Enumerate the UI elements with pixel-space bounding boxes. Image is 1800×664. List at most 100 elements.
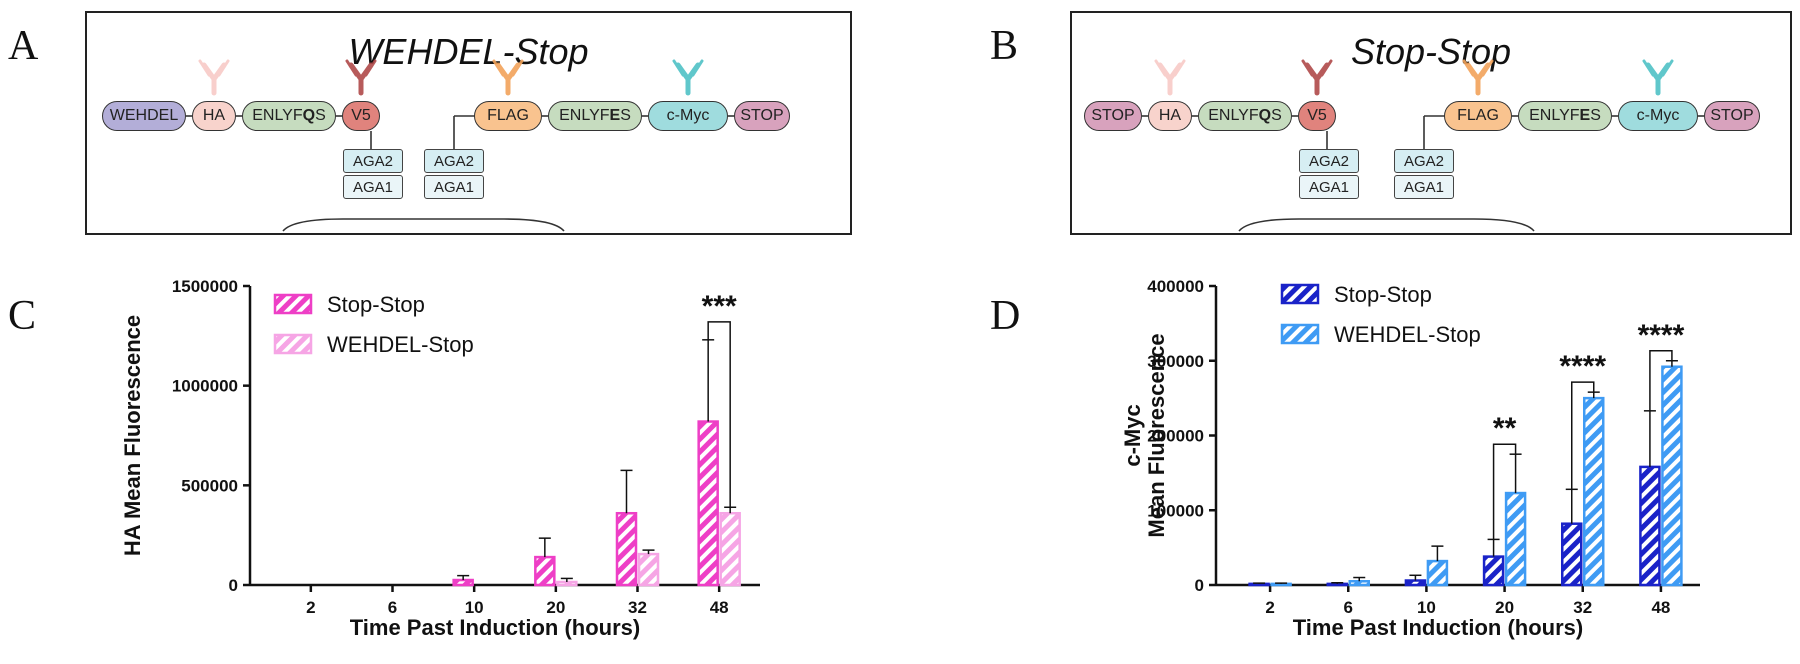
bar-stop-stop [534,555,556,587]
significance-bracket [1492,443,1517,540]
significance-label: *** [702,290,737,323]
y-tick-label: 500000 [181,476,238,495]
bar-wehdel-stop [719,511,741,587]
domain-stop: STOP [1084,101,1142,131]
bar-stop-stop [1326,582,1348,587]
y-tick-label: 1500000 [172,277,238,296]
aga2-block: AGA2 [343,149,403,173]
cell-membrane [1238,218,1535,232]
x-axis-title: Time Past Induction (hours) [350,615,641,640]
x-tick-label: 32 [628,598,647,617]
y-tick-label: 300000 [1147,352,1204,371]
significance-bracket [707,321,731,508]
y-axis-title: Mean Fluorescence [1144,333,1169,537]
domain-c-myc: c-Myc [1618,101,1698,131]
y-tick-label: 1000000 [172,377,238,396]
domain-stop: STOP [734,101,790,131]
antibody-icon [1642,59,1674,96]
x-tick-label: 32 [1573,598,1592,617]
construct-linker-lines [1142,59,1704,232]
y-tick-label: 0 [229,576,238,595]
bar-stop-stop [1639,465,1661,587]
x-tick-label: 48 [1651,598,1670,617]
legend-swatch [273,293,313,315]
aga1-block: AGA1 [343,175,403,199]
legend-label: Stop-Stop [327,292,425,317]
significance-label: **** [1638,319,1685,352]
aga2-block: AGA2 [424,149,484,173]
significance-bracket [1571,381,1595,490]
domain-v5: V5 [342,101,380,131]
bar-wehdel-stop [1504,491,1527,587]
y-axis-title: c-Myc [1120,404,1145,466]
bar-stop-stop [615,511,638,587]
bar-stop-stop [697,420,719,587]
bar-wehdel-stop [637,552,660,587]
domain-flag: FLAG [474,101,542,131]
legend-swatch [1280,283,1320,305]
construct-title: WEHDEL-Stop [348,31,589,72]
bar-stop-stop [1404,579,1427,587]
panel-letter-c: C [8,293,37,339]
domain-c-myc: c-Myc [648,101,728,131]
x-tick-label: 20 [1495,598,1514,617]
x-axis-title: Time Past Induction (hours) [1293,615,1584,640]
panel-letter-b: B [990,23,1019,69]
x-tick-label: 10 [465,598,484,617]
bar-wehdel-stop [1348,580,1370,587]
domain-flag: FLAG [1444,101,1512,131]
significance-label: **** [1559,350,1606,383]
domain-ha: HA [1148,101,1192,131]
construct-linker-lines [186,59,734,232]
y-tick-label: 100000 [1147,501,1204,520]
antibody-icon [1301,59,1333,96]
bar-stop-stop [1561,522,1583,587]
y-tick-label: 200000 [1147,427,1204,446]
legend-label: Stop-Stop [1334,282,1432,307]
bar-stop-stop [452,578,474,587]
domain-enlyfes: ENLYF E S [548,101,642,131]
antibody-icon [1462,59,1494,96]
aga1-block: AGA1 [1299,175,1359,199]
antibody-icon [1154,59,1186,96]
bar-wehdel-stop [556,580,578,587]
bar-stop-stop [1248,582,1270,587]
cell-membrane [282,218,565,232]
x-tick-label: 6 [1344,598,1353,617]
x-tick-label: 10 [1417,598,1436,617]
legend-label: WEHDEL-Stop [327,332,474,357]
domain-v5: V5 [1298,101,1336,131]
aga1-block: AGA1 [424,175,484,199]
bar-wehdel-stop [1270,582,1292,587]
construct-title: Stop-Stop [1350,31,1512,72]
antibody-icon [345,59,377,96]
panel-letter-d: D [990,293,1021,339]
bar-wehdel-stop [1661,365,1683,587]
cmyc-fluorescence-chart: 0 100000 200000 300000 400000 2 6 10 20 ** 32 **** 4… [1120,277,1700,640]
aga2-block: AGA2 [1394,149,1454,173]
bar-wehdel-stop [1426,559,1449,587]
construct-diagram-wehdel-stop: WEHDEL-Stop WEHDEL HA ENLYF Q S V5 FLAG ENLYF E S… [85,11,852,235]
y-axis-title: HA Mean Fluorescence [120,315,145,556]
significance-bracket [1649,350,1673,411]
legend-swatch [1280,323,1320,345]
x-tick-label: 48 [710,598,729,617]
legend-swatch [273,333,313,355]
domain-enlyfqs: ENLYF Q S [1198,101,1292,131]
panel-letter-a: A [8,23,39,69]
antibody-icon [672,59,704,96]
y-tick-label: 400000 [1147,277,1204,296]
significance-label: ** [1493,412,1517,445]
antibody-icon [198,59,230,96]
legend-label: WEHDEL-Stop [1334,322,1481,347]
x-tick-label: 6 [388,598,397,617]
domain-stop: STOP [1704,101,1760,131]
y-tick-label: 0 [1195,576,1204,595]
domain-ha: HA [192,101,236,131]
domain-wehdel: WEHDEL [102,101,186,131]
x-tick-label: 2 [306,598,315,617]
bar-stop-stop [1482,555,1505,587]
antibody-icon [492,59,524,96]
domain-enlyfqs: ENLYF Q S [242,101,336,131]
